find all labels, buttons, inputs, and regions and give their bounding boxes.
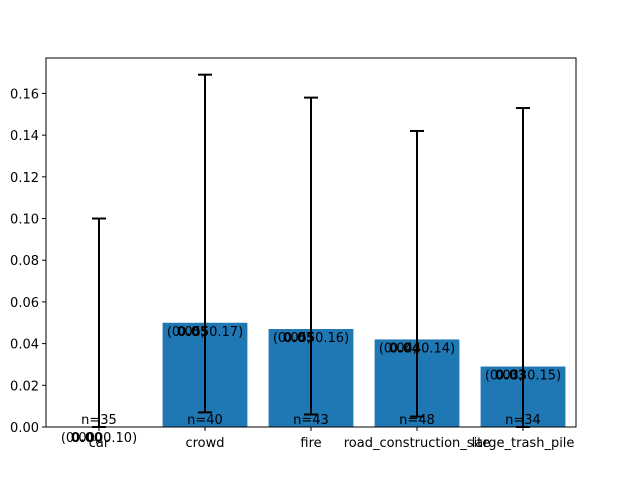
y-tick-label: 0.12 — [10, 171, 39, 186]
n-label: n=48 — [399, 413, 435, 428]
n-label: n=34 — [505, 413, 541, 428]
y-tick-label: 0.00 — [10, 421, 39, 436]
x-tick-label: road_construction_site — [344, 436, 491, 451]
x-tick-label: large_trash_pile — [472, 436, 575, 451]
n-label: n=43 — [293, 413, 329, 428]
n-label: n=40 — [187, 413, 223, 428]
value-label: 0.03 — [495, 369, 527, 384]
y-tick-label: 0.08 — [10, 254, 39, 269]
y-tick-label: 0.16 — [10, 87, 39, 102]
ci-label: (0.05, 0.16) — [273, 331, 349, 346]
x-tick-label: crowd — [185, 436, 224, 451]
ci-label: (0.04, 0.14) — [379, 341, 455, 356]
value-label: 0.04 — [389, 341, 421, 356]
ci-label: (0.05, 0.17) — [167, 325, 243, 340]
value-label: 0.00 — [71, 431, 103, 446]
x-tick-label: car — [89, 436, 110, 451]
n-label: n=35 — [81, 413, 117, 428]
value-label: 0.05 — [177, 325, 209, 340]
y-tick-label: 0.02 — [10, 379, 39, 394]
ci-label: (0.03, 0.15) — [485, 369, 561, 384]
y-tick-label: 0.14 — [10, 129, 39, 144]
y-tick-label: 0.04 — [10, 338, 39, 353]
y-tick-label: 0.06 — [10, 296, 39, 311]
value-label: 0.05 — [283, 331, 315, 346]
ci-label: (0.00, 0.10) — [61, 431, 137, 446]
y-tick-label: 0.10 — [10, 213, 39, 228]
x-tick-label: fire — [300, 436, 321, 451]
